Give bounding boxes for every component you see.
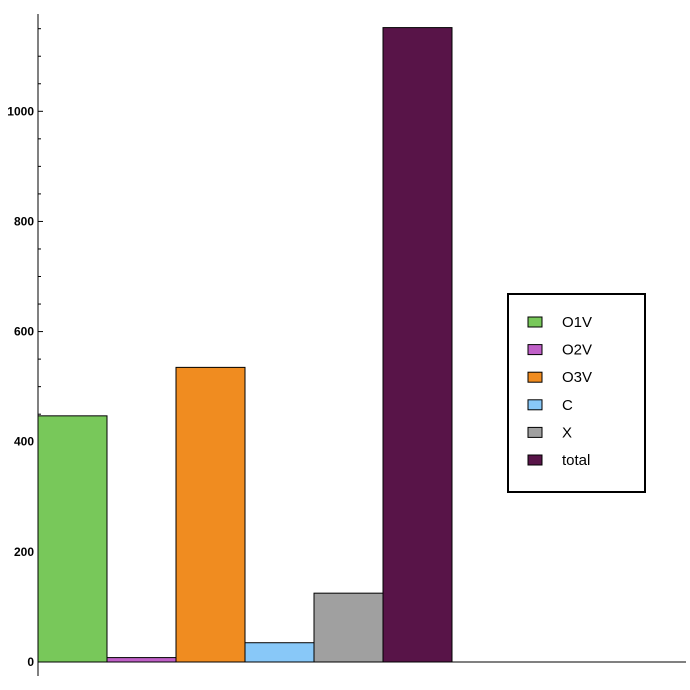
y-tick-label: 1000 xyxy=(7,104,34,118)
legend-swatch-c xyxy=(527,399,543,411)
legend-swatch-x xyxy=(527,426,543,438)
y-tick-label: 400 xyxy=(14,435,34,449)
y-tick-label: 200 xyxy=(14,545,34,559)
legend-swatch-o2v xyxy=(527,344,543,356)
bar-o1v xyxy=(37,415,108,663)
bar-c xyxy=(244,642,315,663)
legend-swatch-o1v xyxy=(527,316,543,328)
legend-swatch-o3v xyxy=(527,371,543,383)
bars-group xyxy=(37,27,453,663)
legend-label-c: C xyxy=(562,397,573,414)
legend-label-o1v: O1V xyxy=(562,314,592,331)
legend-swatch-total xyxy=(527,454,543,466)
bar-o2v xyxy=(106,657,177,663)
legend-label-x: X xyxy=(562,424,572,441)
y-tick-label: 800 xyxy=(14,214,34,228)
legend-label-o2v: O2V xyxy=(562,342,592,359)
bar-o3v xyxy=(175,366,246,663)
y-tick-label: 600 xyxy=(14,325,34,339)
y-tick-label: 0 xyxy=(27,655,34,669)
bar-total xyxy=(382,27,453,663)
legend-label-total: total xyxy=(562,452,590,469)
bar-x xyxy=(313,592,384,663)
legend-label-o3v: O3V xyxy=(562,369,592,386)
